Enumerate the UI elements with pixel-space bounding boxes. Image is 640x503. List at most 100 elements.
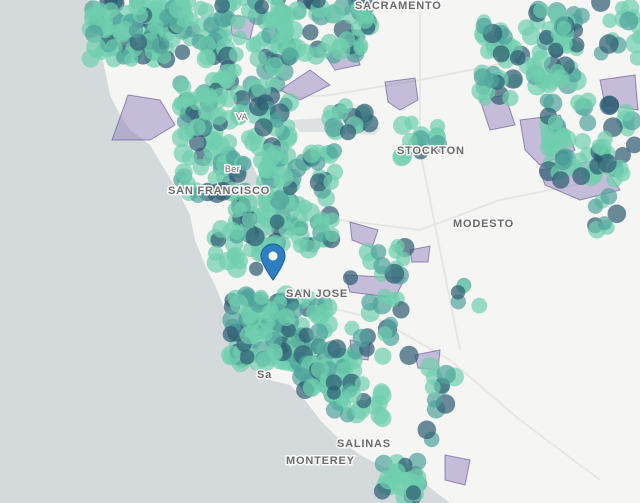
coverage-point [279, 221, 296, 239]
city-label-sacramento: SACRAMENTO [355, 0, 442, 12]
coverage-point [377, 326, 393, 342]
coverage-point [591, 0, 611, 12]
coverage-point [147, 18, 164, 35]
coverage-point [175, 78, 192, 96]
coverage-point [572, 167, 591, 186]
coverage-point [197, 35, 216, 54]
coverage-point [625, 33, 640, 54]
coverage-point [325, 3, 345, 24]
coverage-point [200, 87, 218, 104]
coverage-point [221, 345, 241, 366]
coverage-point [261, 304, 280, 323]
coverage-point [510, 50, 526, 66]
coverage-point [374, 347, 392, 365]
coverage-point [292, 238, 308, 254]
coverage-point [261, 142, 276, 158]
coverage-point [324, 227, 340, 243]
coverage-point [241, 212, 257, 228]
city-label-salinas: SALINAS [337, 438, 391, 450]
coverage-point [284, 202, 302, 219]
coverage-point [230, 104, 250, 124]
coverage-point [569, 37, 585, 53]
coverage-point [374, 454, 393, 473]
city-label-stockton: STOCKTON [397, 145, 465, 157]
coverage-point [540, 137, 560, 157]
coverage-point [617, 103, 635, 121]
coverage-point [232, 30, 247, 46]
coverage-point [597, 153, 617, 173]
coverage-point [306, 304, 322, 321]
coverage-point [254, 118, 273, 137]
coverage-point [302, 24, 319, 41]
coverage-point [238, 193, 258, 213]
coverage-point [390, 239, 405, 253]
coverage-point [600, 95, 619, 114]
coverage-point [253, 207, 270, 224]
coverage-point [384, 292, 400, 308]
coverage-point [574, 133, 591, 150]
coverage-point [302, 378, 321, 397]
coverage-point [614, 147, 631, 164]
coverage-point [239, 325, 259, 345]
coverage-point [600, 188, 618, 205]
coverage-point [310, 0, 326, 9]
coverage-point [332, 105, 349, 121]
coverage-point [547, 114, 563, 130]
coverage-point [302, 144, 321, 163]
coverage-point [214, 0, 230, 14]
coverage-polygon [444, 454, 471, 486]
coverage-point [355, 10, 374, 29]
coverage-point [597, 130, 613, 147]
coverage-point [548, 42, 564, 58]
coverage-point [222, 326, 239, 343]
coverage-point [309, 323, 329, 343]
coverage-point [253, 289, 269, 305]
coverage-point [597, 216, 612, 231]
coverage-point [417, 420, 437, 440]
coverage-point [475, 17, 493, 35]
coverage-point [599, 34, 619, 54]
coverage-point [189, 134, 207, 152]
coverage-point [249, 50, 267, 68]
coverage-point [264, 13, 280, 28]
coverage-point [531, 50, 551, 69]
coverage-point [326, 143, 343, 159]
coverage-point [554, 152, 572, 171]
coverage-point [480, 43, 497, 60]
coverage-point [370, 244, 387, 260]
coverage-point [218, 72, 235, 89]
coverage-point [92, 2, 108, 17]
coverage-point [179, 92, 195, 107]
coverage-point [436, 364, 456, 385]
coverage-point [256, 184, 274, 203]
coverage-point [521, 26, 541, 46]
coverage-point [174, 163, 193, 182]
coverage-point [277, 308, 296, 327]
coverage-point [236, 156, 252, 171]
coverage-point [537, 67, 554, 84]
coverage-point [408, 452, 427, 471]
coverage-point [355, 103, 374, 123]
map-pin-icon[interactable] [260, 243, 286, 281]
coverage-point [220, 134, 238, 151]
coverage-point [399, 345, 419, 365]
coverage-point [579, 114, 597, 132]
coverage-point [128, 23, 144, 38]
coverage-point [257, 160, 275, 178]
city-label-ber: Ber [225, 164, 240, 174]
city-label-san-francisco: SAN FRANCISCO [168, 185, 270, 197]
coverage-point [353, 37, 369, 53]
coverage-point [152, 36, 170, 55]
coverage-point [269, 112, 285, 128]
coverage-point [354, 376, 370, 392]
coverage-point [424, 379, 441, 396]
coverage-point [629, 50, 640, 66]
coverage-point [281, 322, 296, 338]
coverage-point [405, 485, 421, 501]
coverage-point [338, 31, 356, 49]
coverage-point [428, 135, 447, 154]
coverage-point [173, 143, 193, 163]
coverage-point [251, 78, 271, 99]
